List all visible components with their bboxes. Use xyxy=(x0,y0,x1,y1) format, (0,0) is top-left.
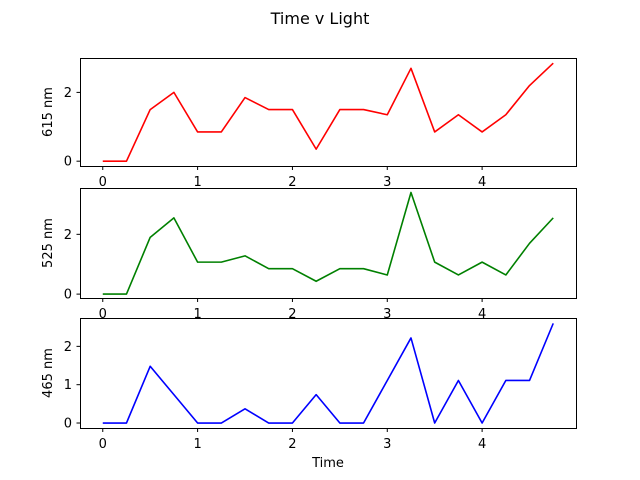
axes-frame xyxy=(80,188,577,299)
x-axis-label: Time xyxy=(311,456,344,471)
y-tick-label: 0 xyxy=(64,417,72,432)
x-tick-label: 2 xyxy=(288,307,296,322)
x-tick-label: 0 xyxy=(99,307,107,322)
series-line-1 xyxy=(102,62,554,162)
y-tick-label: 2 xyxy=(64,340,72,355)
x-tick-label: 1 xyxy=(193,175,201,190)
y-tick-label: 0 xyxy=(64,288,72,303)
series-line-2 xyxy=(102,191,554,295)
y-tick-label: 1 xyxy=(64,378,72,393)
x-tick-label: 4 xyxy=(478,307,486,322)
x-tick-label: 3 xyxy=(383,175,391,190)
x-tick-label: 0 xyxy=(99,437,107,452)
x-tick-label: 0 xyxy=(99,175,107,190)
subplots: 0 1 2 3 4 0 2 615 nm 0 1 2 3 4 0 2 525 nm 0 1 2 3 4 0 1 2 465 nm… xyxy=(41,58,577,471)
x-tick-label: 2 xyxy=(288,175,296,190)
y-axis-label: 465 nm xyxy=(41,348,56,398)
y-axis-label: 525 nm xyxy=(41,218,56,268)
subplot-2: 0 1 2 3 4 0 2 525 nm xyxy=(41,188,577,322)
axes-frame xyxy=(80,318,577,429)
series-line-3 xyxy=(102,323,554,424)
y-tick-label: 2 xyxy=(64,228,72,243)
x-tick-label: 3 xyxy=(383,307,391,322)
figure-suptitle: Time v Light xyxy=(270,9,370,28)
y-tick-label: 0 xyxy=(64,155,72,170)
subplot-1: 0 1 2 3 4 0 2 615 nm xyxy=(41,58,577,190)
x-tick-label: 2 xyxy=(288,437,296,452)
axes-frame xyxy=(80,58,577,167)
subplot-3: 0 1 2 3 4 0 1 2 465 nm Time xyxy=(41,318,577,471)
y-tick-label: 2 xyxy=(64,86,72,101)
x-tick-label: 4 xyxy=(478,437,486,452)
y-axis-label: 615 nm xyxy=(41,87,56,137)
x-tick-label: 4 xyxy=(478,175,486,190)
x-tick-label: 3 xyxy=(383,437,391,452)
x-tick-label: 1 xyxy=(193,437,201,452)
x-tick-label: 1 xyxy=(193,307,201,322)
